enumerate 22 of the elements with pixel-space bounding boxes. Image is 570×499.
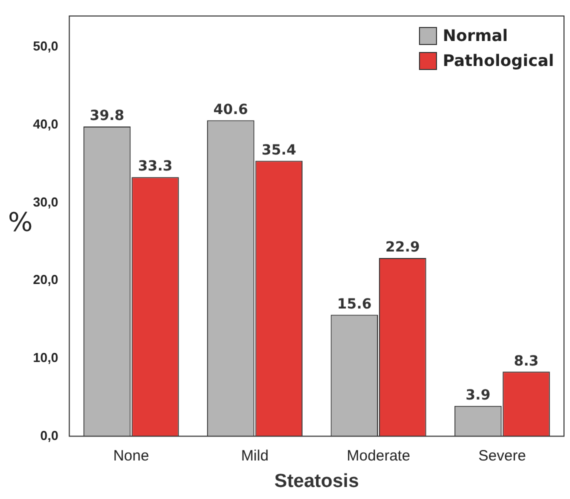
- legend-label: Normal: [442, 26, 509, 45]
- y-tick-label: 20,0: [32, 272, 58, 288]
- y-tick-label: 0,0: [40, 428, 58, 443]
- y-tick-label: 50,0: [32, 38, 58, 54]
- x-tick-label: Severe: [478, 447, 526, 464]
- y-axis-title: %: [8, 208, 33, 238]
- data-label: 3.9: [466, 387, 490, 404]
- data-label: 33.3: [138, 158, 173, 175]
- y-tick-label: 10,0: [32, 350, 58, 365]
- data-label: 22.9: [385, 240, 420, 256]
- data-label: 35.4: [262, 142, 296, 158]
- data-label: 39.8: [90, 108, 124, 124]
- x-tick-label: Moderate: [346, 447, 410, 464]
- data-label: 8.3: [514, 353, 539, 370]
- legend-label: Pathological: [442, 51, 554, 70]
- x-tick-label: Mild: [241, 447, 269, 464]
- x-tick-label: None: [113, 447, 150, 464]
- data-label: 15.6: [337, 296, 372, 312]
- x-axis-title: Steatosis: [274, 470, 359, 492]
- data-label: 40.6: [213, 102, 248, 118]
- y-tick-label: 30,0: [32, 194, 58, 210]
- y-tick-label: 40,0: [32, 116, 58, 132]
